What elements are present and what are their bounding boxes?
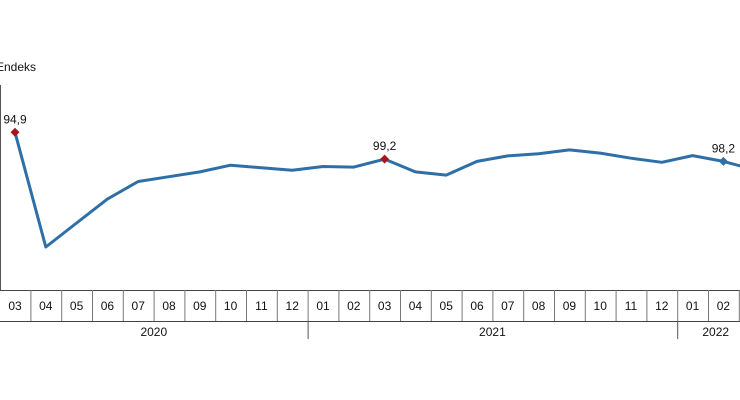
x-tick-label: 06 bbox=[101, 299, 115, 313]
data-point-marker bbox=[380, 154, 390, 164]
x-tick-label: 05 bbox=[440, 299, 454, 313]
x-tick-label: 05 bbox=[70, 299, 84, 313]
data-label: 94,9 bbox=[3, 112, 27, 126]
data-label: 99,2 bbox=[373, 139, 397, 153]
data-label: 98,2 bbox=[712, 141, 736, 155]
x-tick-label: 09 bbox=[193, 299, 207, 313]
x-tick-label: 04 bbox=[39, 299, 53, 313]
year-label: 2021 bbox=[479, 325, 506, 339]
data-point-marker bbox=[718, 156, 728, 166]
x-tick-label: 02 bbox=[347, 299, 361, 313]
x-tick-label: 03 bbox=[378, 299, 392, 313]
year-label: 2022 bbox=[702, 325, 729, 339]
x-tick-label: 01 bbox=[316, 299, 330, 313]
x-tick-label: 07 bbox=[132, 299, 146, 313]
x-tick-label: 12 bbox=[286, 299, 300, 313]
year-label: 2020 bbox=[140, 325, 167, 339]
x-tick-label: 08 bbox=[532, 299, 546, 313]
x-tick-label: 11 bbox=[255, 299, 268, 313]
x-tick-label: 06 bbox=[470, 299, 484, 313]
x-axis: 03 04 05 06 07 08 09 10 11 12 01 02 03 04 05 06 07 08 09 10… bbox=[0, 290, 740, 339]
x-tick-label: 10 bbox=[594, 299, 608, 313]
x-tick-label: 10 bbox=[224, 299, 238, 313]
data-point-marker bbox=[10, 127, 20, 137]
x-tick-label: 08 bbox=[162, 299, 176, 313]
x-tick-label: 04 bbox=[409, 299, 423, 313]
annotation-layer: 94,9 99,2 98,2 bbox=[3, 112, 735, 166]
x-tick-label: 12 bbox=[655, 299, 669, 313]
x-tick-label: 02 bbox=[717, 299, 731, 313]
y-axis-label: Endeks bbox=[0, 60, 36, 74]
x-tick-label: 07 bbox=[501, 299, 515, 313]
x-tick-label: 03 bbox=[8, 299, 22, 313]
x-tick-label: 01 bbox=[686, 299, 700, 313]
x-tick-label: 11 bbox=[625, 299, 638, 313]
x-tick-label: 09 bbox=[563, 299, 577, 313]
